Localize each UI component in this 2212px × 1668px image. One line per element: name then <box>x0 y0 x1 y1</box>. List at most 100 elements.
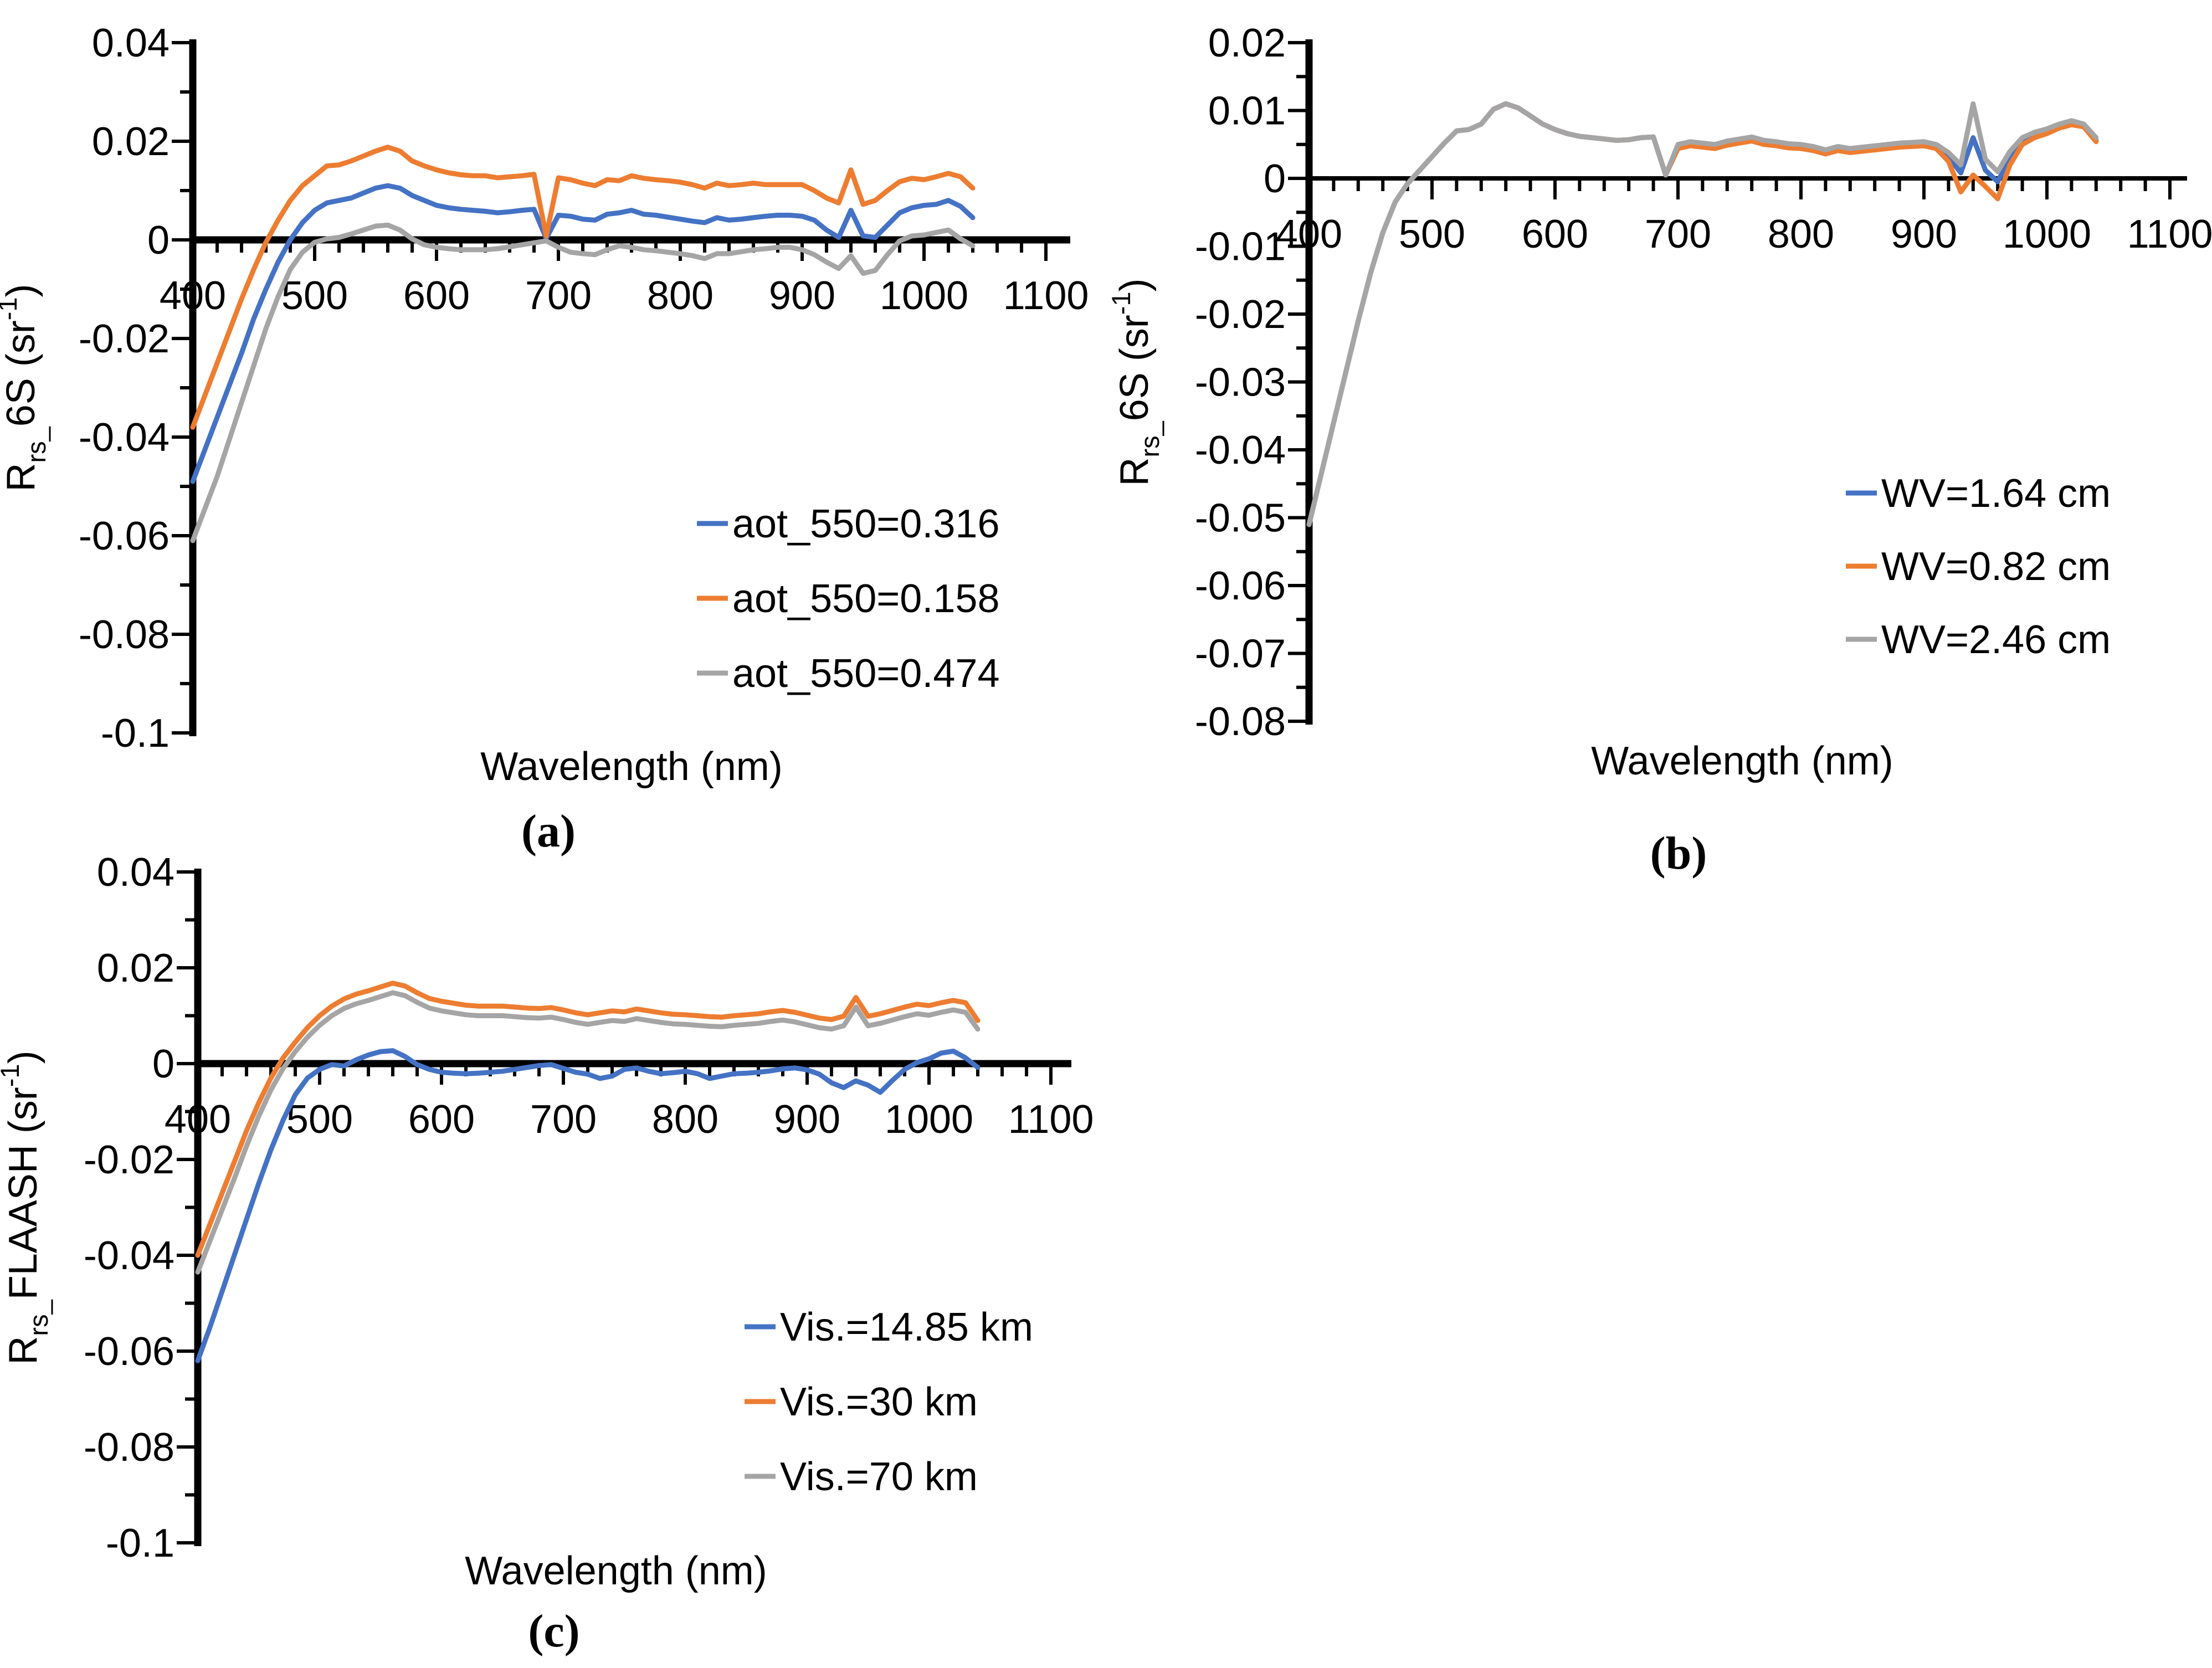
legend: aot_550=0.316 aot_550=0.158 aot_550=0.474 <box>697 502 999 696</box>
x-axis-title: Wavelength (nm) <box>465 1549 767 1593</box>
legend-item: aot_550=0.158 <box>697 577 999 621</box>
legend-item: Vis.=14.85 km <box>745 1305 1033 1349</box>
x-tick-label: 1000 <box>2003 212 2091 256</box>
legend-label: WV=1.64 cm <box>1881 471 2111 516</box>
y-axis-title: Rrs_6S (sr-1) <box>1106 278 1164 486</box>
series-group <box>1306 101 2099 527</box>
y-tick-label: 0.01 <box>1208 89 1286 134</box>
y-ticks <box>172 41 193 735</box>
y-tick-labels: 0.04 0.02 0 -0.02 -0.04 -0.06 -0.08 -0.1 <box>79 21 170 756</box>
legend-item: WV=2.46 cm <box>1846 618 2111 662</box>
series-line-WV=1.64 cm <box>1306 101 2099 527</box>
legend-label: Vis.=30 km <box>780 1380 978 1424</box>
x-tick-label: 700 <box>525 274 592 318</box>
series-line-aot_550=0.316 <box>190 183 976 484</box>
chart-a: 400 500 600 700 800 900 1000 1100 0.04 0.02 0 -0.02… <box>0 21 1089 857</box>
x-tick-label: 600 <box>408 1097 475 1142</box>
x-tick-label: 900 <box>769 274 835 318</box>
x-tick-label: 900 <box>774 1097 840 1142</box>
y-tick-label: 0.04 <box>97 850 175 895</box>
x-tick-label: 800 <box>647 274 714 318</box>
x-axis-title: Wavelength (nm) <box>1591 739 1893 783</box>
x-tick-label: 1000 <box>880 274 968 318</box>
y-axis-title: Rrs_6S (sr-1) <box>0 284 51 491</box>
panel-caption: (a) <box>521 805 576 857</box>
y-tick-label: 0.02 <box>97 946 175 990</box>
series-line-Vis.=70 km <box>195 990 981 1275</box>
y-tick-label: -0.1 <box>106 1521 175 1566</box>
y-tick-label: -0.04 <box>1195 428 1286 473</box>
x-tick-labels: 400 500 600 700 800 900 1000 1100 <box>1276 212 2212 256</box>
series-line-aot_550=0.158 <box>190 145 976 430</box>
legend-item: Vis.=30 km <box>745 1380 978 1424</box>
x-tick-label: 1100 <box>1008 1097 1094 1142</box>
series-line-aot_550=0.474 <box>190 222 976 543</box>
x-tick-label: 400 <box>1276 212 1342 256</box>
series-line-WV=0.82 cm <box>1306 101 2099 527</box>
y-tick-label: -0.08 <box>1195 700 1286 744</box>
legend-label: WV=0.82 cm <box>1881 545 2111 589</box>
legend-label: aot_550=0.474 <box>732 651 999 696</box>
x-tick-label: 1100 <box>1003 274 1089 318</box>
x-tick-label: 900 <box>1891 212 1957 256</box>
chart-c: 400 500 600 700 800 900 1000 1100 0.04 0.02 0 -0.02… <box>0 850 1094 1657</box>
x-tick-label: 700 <box>530 1097 597 1142</box>
x-tick-label: 800 <box>652 1097 718 1142</box>
x-axis-title: Wavelength (nm) <box>480 745 783 789</box>
legend-label: Vis.=14.85 km <box>780 1305 1033 1349</box>
chart-b: 400 500 600 700 800 900 1000 1100 0.02 0.01 0 -0.01… <box>1106 21 2212 879</box>
legend: WV=1.64 cm WV=0.82 cm WV=2.46 cm <box>1846 471 2111 662</box>
y-tick-label: -0.02 <box>84 1138 175 1182</box>
x-tick-label: 600 <box>403 274 470 318</box>
y-tick-label: 0 <box>152 1042 175 1086</box>
x-tick-labels: 400 500 600 700 800 900 1000 1100 <box>160 274 1089 318</box>
legend-label: aot_550=0.316 <box>732 502 999 546</box>
x-tick-label: 400 <box>160 274 226 318</box>
y-tick-label: -0.06 <box>79 514 170 558</box>
x-tick-label: 500 <box>286 1097 353 1142</box>
legend-item: Vis.=70 km <box>745 1455 978 1499</box>
y-tick-label: -0.05 <box>1195 496 1286 541</box>
panel-caption: (c) <box>528 1605 579 1657</box>
y-tick-label: 0.04 <box>92 21 170 65</box>
x-tick-label: 500 <box>1399 212 1465 256</box>
y-tick-label: -0.03 <box>1195 361 1286 405</box>
y-tick-label: -0.06 <box>84 1330 175 1374</box>
legend: Vis.=14.85 km Vis.=30 km Vis.=70 km <box>745 1305 1033 1499</box>
y-tick-label: 0.02 <box>1208 21 1286 65</box>
x-tick-label: 1100 <box>2127 212 2212 256</box>
x-tick-label: 400 <box>165 1097 231 1142</box>
y-tick-label: -0.02 <box>79 317 170 361</box>
legend-label: aot_550=0.158 <box>732 577 999 621</box>
y-tick-label: -0.04 <box>79 415 170 460</box>
x-tick-label: 600 <box>1522 212 1588 256</box>
y-tick-label: -0.08 <box>84 1425 175 1470</box>
y-tick-label: -0.1 <box>101 711 170 756</box>
x-ticks <box>1307 178 2172 199</box>
legend-item: aot_550=0.316 <box>697 502 999 546</box>
series-line-Vis.=30 km <box>195 981 981 1258</box>
y-axis-title: Rrs_FLAASH (sr-1) <box>0 1050 53 1364</box>
legend-item: aot_550=0.474 <box>697 651 999 696</box>
y-tick-label: -0.04 <box>84 1234 175 1278</box>
y-tick-labels: 0.04 0.02 0 -0.02 -0.04 -0.06 -0.08 -0.1 <box>84 850 175 1566</box>
series-group <box>190 145 976 543</box>
legend-label: Vis.=70 km <box>780 1455 978 1499</box>
y-tick-label: 0.02 <box>92 120 170 164</box>
x-tick-label: 700 <box>1645 212 1711 256</box>
legend-item: WV=0.82 cm <box>1846 545 2111 589</box>
legend-label: WV=2.46 cm <box>1881 618 2111 662</box>
x-tick-label: 500 <box>281 274 348 318</box>
y-ticks <box>1288 41 1309 723</box>
y-tick-label: -0.01 <box>1195 225 1286 269</box>
legend-item: WV=1.64 cm <box>1846 471 2111 516</box>
x-tick-labels: 400 500 600 700 800 900 1000 1100 <box>165 1097 1094 1142</box>
y-tick-label: -0.08 <box>79 613 170 657</box>
y-tick-labels: 0.02 0.01 0 -0.01 -0.02 -0.03 -0.04 -0.05 -0.06 -… <box>1195 21 1286 744</box>
series-line-WV=2.46 cm <box>1306 101 2099 527</box>
x-tick-label: 800 <box>1768 212 1834 256</box>
y-ticks <box>177 870 198 1544</box>
y-tick-label: -0.06 <box>1195 564 1286 608</box>
